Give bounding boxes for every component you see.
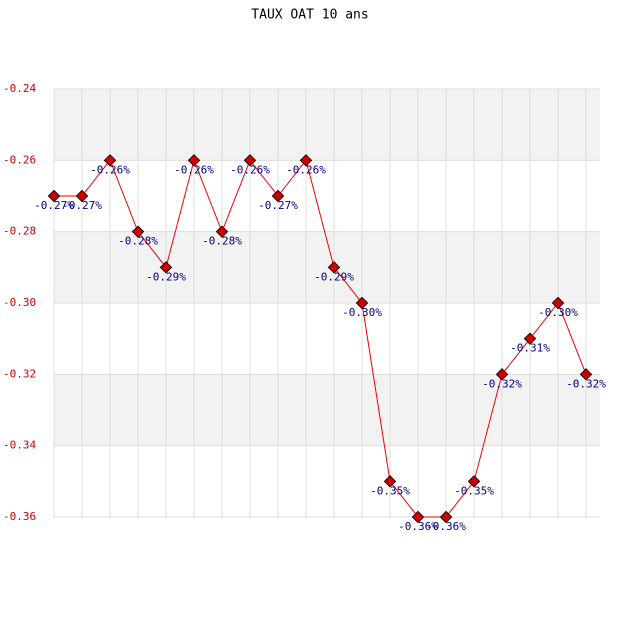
marker xyxy=(187,154,201,167)
marker xyxy=(327,261,341,274)
value-label: -0.26% xyxy=(286,163,326,176)
marker xyxy=(75,189,89,203)
value-label: -0.29% xyxy=(146,270,186,283)
y-tick-label: -0.28 xyxy=(3,225,36,238)
value-label: -0.28% xyxy=(202,235,242,248)
marker xyxy=(47,189,61,203)
marker xyxy=(159,261,173,274)
grid-band xyxy=(54,89,600,161)
marker xyxy=(355,296,369,310)
line xyxy=(54,158,587,518)
value-label: -0.26% xyxy=(230,163,270,176)
value-label: -0.27% xyxy=(258,199,298,212)
marker xyxy=(383,475,397,488)
value-label: -0.35% xyxy=(454,484,494,497)
value-label: -0.36% xyxy=(398,520,438,533)
value-label: -0.31% xyxy=(510,342,550,355)
y-tick-label: -0.26 xyxy=(3,153,36,166)
value-label: -0.32% xyxy=(566,377,606,390)
marker xyxy=(495,368,509,381)
value-label: -0.28% xyxy=(118,235,158,248)
marker xyxy=(439,510,453,524)
marker xyxy=(411,510,425,524)
value-label: -0.30% xyxy=(342,306,382,319)
grid-band xyxy=(54,231,600,303)
value-label: -0.36% xyxy=(426,520,466,533)
y-tick-label: -0.32 xyxy=(3,367,36,380)
y-tick-label: -0.34 xyxy=(3,439,36,452)
value-label: -0.30% xyxy=(538,306,578,319)
marker xyxy=(131,225,145,238)
marker xyxy=(523,332,537,345)
value-label: -0.26% xyxy=(90,163,130,176)
marker xyxy=(215,225,229,238)
value-label: -0.27% xyxy=(34,199,74,212)
marker xyxy=(579,368,593,381)
value-label: -0.32% xyxy=(482,377,522,390)
value-label: -0.35% xyxy=(370,484,410,497)
marker xyxy=(271,189,285,203)
marker xyxy=(103,154,117,167)
marker xyxy=(299,154,313,167)
y-tick-label: -0.24 xyxy=(3,82,36,95)
marker xyxy=(467,475,481,488)
value-label: -0.26% xyxy=(174,163,214,176)
grid-band xyxy=(54,374,600,446)
value-label: -0.27% xyxy=(62,199,102,212)
y-tick-label: -0.30 xyxy=(3,296,36,309)
marker xyxy=(243,154,257,167)
marker xyxy=(551,296,565,310)
y-tick-label: -0.36 xyxy=(3,510,36,523)
value-label: -0.29% xyxy=(314,270,354,283)
chart-title: TAUX OAT 10 ans xyxy=(251,8,368,23)
